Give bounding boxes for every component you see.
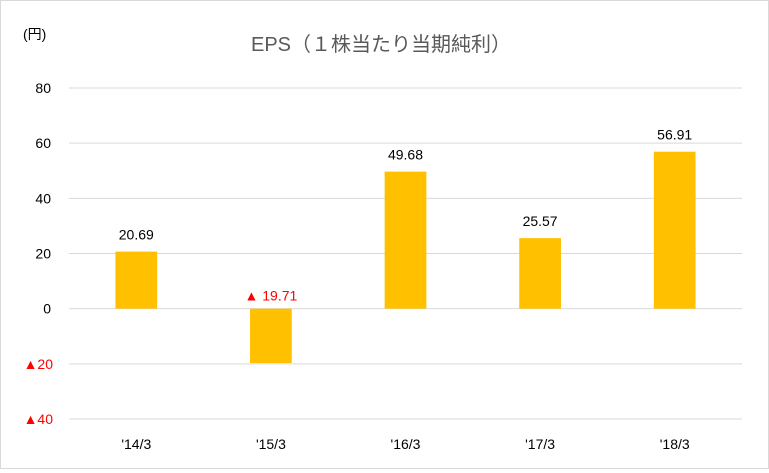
x-tick-label: '14/3	[121, 436, 151, 452]
y-tick-label: 80	[35, 80, 51, 96]
y-tick-label: 20	[35, 246, 51, 262]
y-axis: 80 60 40 20 0 ▲20 ▲40	[24, 80, 54, 427]
bar	[250, 308, 292, 364]
x-tick-label: '18/3	[660, 436, 690, 452]
y-tick-label: ▲20	[24, 356, 54, 372]
bar	[519, 238, 561, 309]
y-tick-label: 60	[35, 135, 51, 151]
y-tick-label: ▲40	[24, 411, 54, 427]
data-label: 49.68	[388, 147, 423, 163]
bar	[653, 151, 696, 309]
data-label: 20.69	[119, 227, 154, 243]
bar	[384, 171, 427, 309]
bar-series	[115, 151, 696, 364]
x-axis: '14/3 '15/3 '16/3 '17/3 '18/3	[121, 436, 690, 452]
data-label: ▲ 19.71	[245, 288, 298, 304]
x-tick-label: '15/3	[256, 436, 286, 452]
bar	[115, 251, 158, 309]
y-tick-label: 0	[43, 301, 51, 317]
x-tick-label: '17/3	[525, 436, 555, 452]
unit-label: (円)	[23, 26, 46, 42]
data-label: 25.57	[523, 213, 558, 229]
chart-title: EPS（１株当たり当期純利）	[251, 33, 511, 56]
x-tick-label: '16/3	[391, 436, 421, 452]
y-tick-label: 40	[35, 190, 51, 206]
data-labels: 20.69 ▲ 19.71 49.68 25.57 56.91	[119, 127, 693, 304]
data-label: 56.91	[657, 127, 692, 143]
